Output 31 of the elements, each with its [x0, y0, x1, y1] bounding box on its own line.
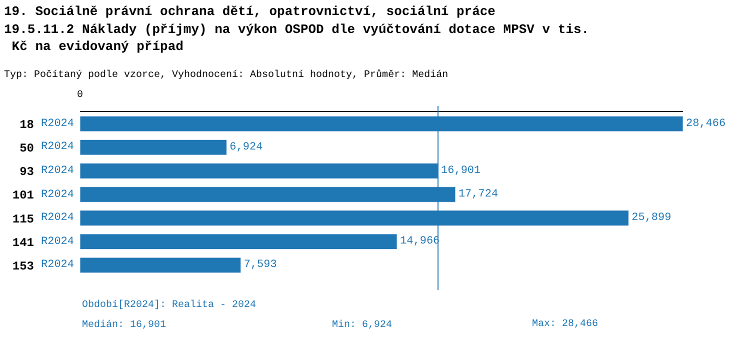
text: Medián: 16,901	[82, 319, 166, 331]
text: R2024	[41, 236, 74, 248]
y-tick-label: 115	[12, 212, 34, 226]
chart-title: 19. Sociálně právní ochrana dětí, opatrovnictví, sociální práce	[4, 4, 496, 19]
y-tick-label: 93	[20, 165, 34, 180]
text: R2024	[41, 259, 74, 271]
y-tick-label: 50	[20, 142, 34, 156]
data-label: 17,724	[458, 188, 498, 200]
text: Období[R2024]: Realita - 2024	[82, 299, 256, 311]
y-tick-label: 141	[12, 236, 34, 250]
data-label: 25,899	[632, 212, 672, 224]
y-tick-label: 101	[12, 188, 34, 203]
text: 0	[77, 90, 84, 101]
text: R2024	[41, 212, 74, 224]
y-tick-label: 153	[12, 259, 34, 274]
data-label: 7,593	[244, 259, 277, 272]
text: R2024	[41, 165, 74, 177]
data-label: 28,466	[686, 118, 726, 130]
bar	[80, 257, 242, 274]
chart-subtitle: 19.5.11.2 Náklady (příjmy) na výkon OSPOD dle vyúčtování dotace MPSV v tis. Kč na evidovaný případ	[4, 22, 590, 54]
data-label: 16,901	[441, 164, 482, 177]
bar	[80, 139, 227, 156]
text: Typ: Počítaný podle vzorce, Vyhodnocení: Absolutní hodnoty, Průměr: Medián	[4, 69, 448, 81]
y-tick-label: 18	[20, 118, 34, 132]
text: R2024	[41, 189, 74, 201]
bar	[80, 234, 398, 250]
series-label: R2024	[41, 118, 74, 130]
text: Max: 28,466	[532, 319, 598, 330]
data-label: 6,924	[230, 141, 264, 154]
text: Min: 6,924	[332, 319, 392, 331]
text: R2024	[41, 141, 74, 153]
